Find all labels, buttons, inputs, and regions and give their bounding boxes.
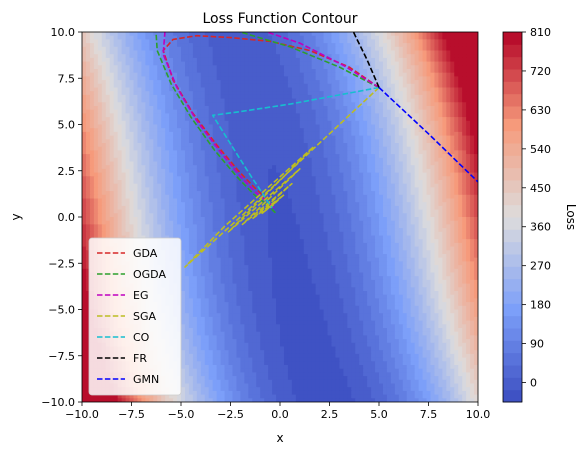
colorbar-frame: [502, 31, 523, 403]
x-axis-label: x: [276, 431, 283, 445]
legend-label-ogda: OGDA: [133, 268, 166, 281]
y-tick-label: −2.5: [48, 257, 75, 270]
x-tick-label: −10.0: [65, 408, 99, 421]
loss-contour-field: [82, 32, 478, 402]
x-tick-label: 7.5: [420, 408, 438, 421]
colorbar-tick-label: 0: [530, 377, 537, 390]
y-axis-label: y: [9, 213, 23, 220]
colorbar-tick-label: 630: [530, 104, 551, 117]
series-line-fr: [352, 32, 380, 88]
series-line-ogda: [155, 32, 380, 214]
y-tick-label: −10.0: [41, 396, 75, 409]
trajectory-lines: [155, 32, 478, 268]
legend-label-fr: FR: [133, 352, 147, 365]
legend: GDA OGDA EG SGA CO FR GMN: [88, 237, 182, 396]
y-tick-label: 2.5: [58, 165, 76, 178]
y-tick-label: 0.0: [58, 211, 76, 224]
legend-label-eg: EG: [133, 289, 148, 302]
x-tick-label: 5.0: [370, 408, 388, 421]
colorbar-ticks: 0 90 180 270 360 450 540 630 720 810: [522, 26, 551, 390]
colorbar-tick-label: 90: [530, 338, 544, 351]
y-tick-label: −5.0: [48, 304, 75, 317]
legend-label-co: CO: [133, 331, 150, 344]
y-tick-label: −7.5: [48, 350, 75, 363]
series-line-gmn: [378, 86, 478, 183]
series-line-co: [211, 86, 380, 209]
x-tick-label: −5.0: [168, 408, 195, 421]
y-tick-label: 5.0: [58, 119, 76, 132]
x-tick-label: 10.0: [466, 408, 491, 421]
colorbar: [503, 32, 522, 403]
colorbar-tick-label: 270: [530, 260, 551, 273]
legend-label-gda: GDA: [133, 247, 158, 260]
x-tick-label: 0.0: [271, 408, 289, 421]
x-tick-label: 2.5: [321, 408, 339, 421]
y-axis-ticks: −10.0 −7.5 −5.0 −2.5 0.0 2.5 5.0 7.5 10.0: [41, 26, 82, 409]
x-tick-label: −2.5: [217, 408, 244, 421]
x-tick-label: −7.5: [118, 408, 145, 421]
y-tick-label: 7.5: [58, 72, 76, 85]
legend-label-gmn: GMN: [133, 373, 159, 386]
series-line-sga: [184, 86, 380, 268]
colorbar-label: Loss: [564, 204, 578, 230]
colorbar-tick-label: 720: [530, 65, 551, 78]
x-axis-ticks: −10.0 −7.5 −5.0 −2.5 0.0 2.5 5.0 7.5 10.0: [65, 402, 490, 421]
y-tick-label: 10.0: [51, 26, 76, 39]
colorbar-tick-label: 180: [530, 299, 551, 312]
colorbar-tick-label: 450: [530, 182, 551, 195]
series-line-eg: [162, 32, 380, 209]
colorbar-tick-label: 810: [530, 26, 551, 39]
chart-title: Loss Function Contour: [202, 11, 357, 27]
colorbar-tick-label: 540: [530, 143, 551, 156]
legend-box: [88, 237, 182, 396]
legend-label-sga: SGA: [133, 310, 157, 323]
colorbar-tick-label: 360: [530, 221, 551, 234]
